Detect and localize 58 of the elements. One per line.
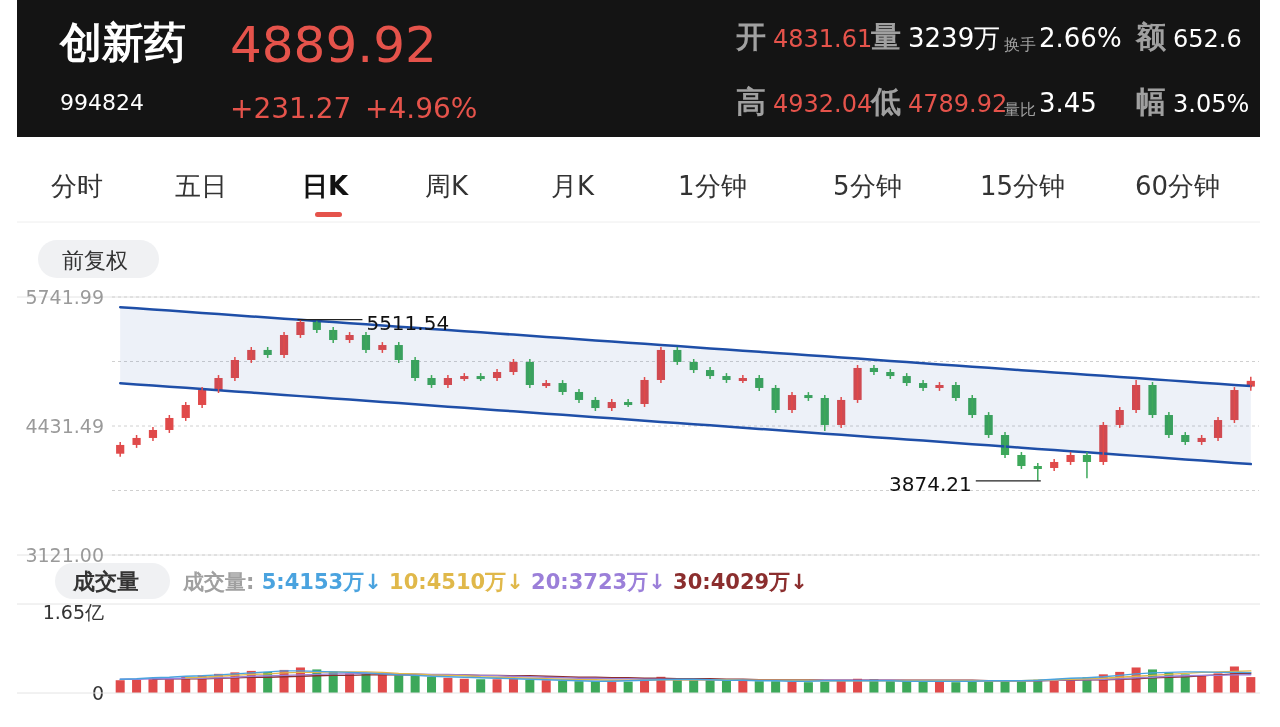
bar [459, 678, 469, 693]
text: +4.96% [365, 92, 478, 125]
text: 1分钟 [678, 171, 747, 201]
bar [574, 681, 584, 693]
bar [754, 681, 764, 693]
text: +231.27 [230, 92, 352, 125]
y-tick-label: 4431.49 [25, 415, 104, 437]
bar [427, 676, 437, 693]
text: 日K [302, 171, 349, 201]
text: 652.6 [1173, 25, 1242, 53]
text: 分时 [51, 171, 103, 201]
bar [410, 675, 420, 693]
text: 量 [871, 19, 901, 54]
bar [115, 680, 125, 693]
annotation: 3874.21 [889, 471, 972, 496]
bar [443, 677, 453, 693]
bar [476, 679, 486, 693]
bar [951, 682, 961, 693]
text: 幅 [1136, 84, 1166, 119]
bar [492, 679, 502, 693]
text: 3.45 [1039, 88, 1097, 118]
legend-title: 成交量: [182, 570, 262, 594]
text: 60分钟 [1135, 171, 1221, 201]
text: 开 [735, 19, 766, 54]
text: 3.05% [1173, 90, 1250, 118]
text: 2.66% [1039, 23, 1122, 53]
text: 5:4153万↓ [261, 570, 390, 594]
chart-title: 成交量 [72, 569, 139, 594]
text: 高 [736, 84, 766, 119]
text: 15分钟 [980, 171, 1066, 201]
text: 创新药 [58, 18, 186, 67]
bar [541, 680, 551, 693]
bar [394, 675, 404, 693]
y-tick-label: 1.65亿 [42, 601, 104, 623]
bar [1246, 677, 1256, 693]
bar [984, 681, 994, 693]
bar [803, 682, 813, 693]
text: 额 [1135, 19, 1166, 54]
y-tick-label: 0 [91, 682, 104, 704]
text: 低 [870, 84, 901, 119]
text: 五日 [175, 171, 227, 201]
text: 994824 [60, 90, 144, 115]
y-tick-label: 5741.99 [25, 286, 104, 308]
line-series [118, 305, 1253, 388]
text: 周K [425, 171, 469, 201]
text: 20:3723万↓ [531, 570, 674, 594]
text: 30:4029万↓ [673, 570, 808, 594]
y-tick-label: 3121.00 [25, 544, 104, 566]
text: 4889.92 [230, 16, 437, 74]
bar [771, 681, 781, 693]
text: 月K [551, 171, 595, 201]
text: 换手 [1004, 35, 1036, 54]
text: 前复权 [62, 248, 128, 273]
text: 5分钟 [833, 171, 902, 201]
text: 10:4510万↓ [389, 570, 532, 594]
bar [525, 679, 535, 693]
text: 3239万 [908, 23, 1001, 53]
bar [132, 679, 142, 693]
